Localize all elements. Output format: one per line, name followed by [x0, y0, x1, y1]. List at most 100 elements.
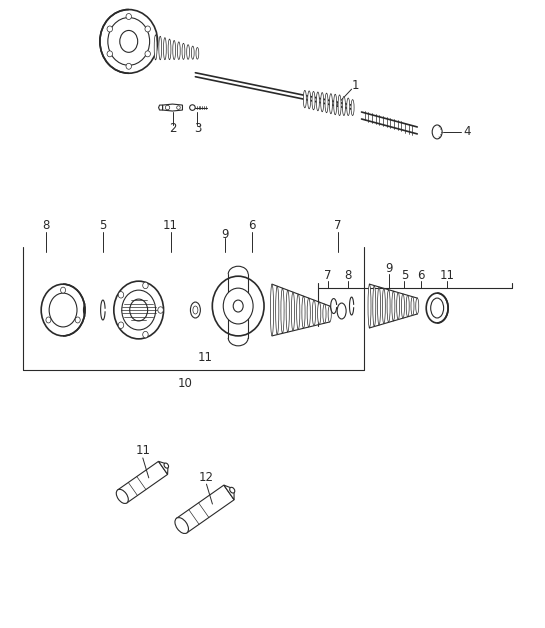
Ellipse shape: [351, 100, 354, 116]
Text: 11: 11: [163, 219, 178, 232]
Ellipse shape: [130, 299, 148, 321]
Text: 11: 11: [198, 351, 213, 364]
Text: 1: 1: [352, 78, 359, 92]
Ellipse shape: [312, 300, 316, 326]
Ellipse shape: [347, 98, 350, 116]
Ellipse shape: [164, 38, 166, 60]
Text: 8: 8: [344, 269, 352, 282]
Circle shape: [165, 106, 169, 110]
Ellipse shape: [145, 51, 150, 57]
Ellipse shape: [286, 290, 289, 332]
Ellipse shape: [308, 91, 311, 109]
Ellipse shape: [329, 94, 332, 114]
Ellipse shape: [392, 291, 395, 321]
Polygon shape: [224, 485, 234, 500]
Ellipse shape: [60, 287, 65, 293]
Ellipse shape: [406, 295, 409, 317]
Ellipse shape: [337, 303, 346, 319]
Text: 7: 7: [324, 269, 331, 282]
Ellipse shape: [432, 125, 442, 139]
Ellipse shape: [342, 97, 346, 116]
Ellipse shape: [182, 43, 185, 60]
Ellipse shape: [122, 290, 156, 330]
Ellipse shape: [368, 284, 371, 328]
Ellipse shape: [187, 45, 190, 59]
Text: 4: 4: [463, 126, 471, 138]
Ellipse shape: [318, 302, 321, 325]
Ellipse shape: [108, 18, 150, 65]
Text: 6: 6: [417, 269, 425, 282]
Ellipse shape: [383, 288, 385, 324]
Ellipse shape: [316, 92, 319, 111]
Text: 7: 7: [334, 219, 341, 232]
Ellipse shape: [373, 286, 376, 327]
Ellipse shape: [223, 288, 253, 324]
Ellipse shape: [143, 282, 148, 289]
Ellipse shape: [158, 307, 164, 313]
Ellipse shape: [100, 9, 158, 73]
Text: 11: 11: [135, 445, 150, 457]
Text: 5: 5: [401, 269, 408, 282]
Ellipse shape: [143, 332, 148, 338]
Ellipse shape: [175, 517, 189, 534]
Ellipse shape: [41, 284, 85, 336]
Ellipse shape: [276, 286, 279, 335]
Ellipse shape: [159, 36, 162, 60]
Ellipse shape: [320, 92, 324, 112]
Ellipse shape: [154, 35, 157, 60]
Polygon shape: [118, 462, 168, 503]
Ellipse shape: [145, 26, 150, 32]
Ellipse shape: [323, 304, 326, 323]
Ellipse shape: [75, 317, 80, 323]
Ellipse shape: [307, 298, 310, 327]
Ellipse shape: [196, 48, 199, 59]
Ellipse shape: [116, 489, 128, 504]
Ellipse shape: [378, 287, 380, 325]
Ellipse shape: [281, 288, 284, 333]
Ellipse shape: [387, 290, 390, 322]
Ellipse shape: [168, 39, 171, 60]
Polygon shape: [177, 485, 234, 533]
Circle shape: [190, 105, 195, 111]
Ellipse shape: [431, 298, 444, 318]
Text: 2: 2: [169, 122, 176, 136]
Text: 9: 9: [386, 262, 393, 274]
Ellipse shape: [193, 306, 198, 314]
Ellipse shape: [302, 296, 305, 328]
Ellipse shape: [118, 322, 124, 328]
Ellipse shape: [107, 51, 112, 57]
Ellipse shape: [191, 46, 194, 59]
Ellipse shape: [304, 90, 306, 108]
Ellipse shape: [49, 293, 77, 327]
Circle shape: [177, 106, 180, 109]
Polygon shape: [159, 105, 162, 110]
Ellipse shape: [190, 302, 201, 318]
Ellipse shape: [173, 40, 175, 60]
Text: 5: 5: [99, 219, 107, 232]
Text: 3: 3: [193, 122, 201, 136]
Ellipse shape: [292, 292, 295, 331]
Text: 12: 12: [199, 470, 214, 484]
Ellipse shape: [126, 63, 131, 69]
Ellipse shape: [233, 300, 243, 312]
Ellipse shape: [229, 487, 235, 493]
Ellipse shape: [118, 291, 124, 298]
Ellipse shape: [312, 92, 315, 110]
Ellipse shape: [213, 276, 264, 336]
Polygon shape: [159, 462, 168, 474]
Text: 11: 11: [440, 269, 455, 282]
Ellipse shape: [46, 317, 51, 323]
Ellipse shape: [411, 296, 414, 315]
Ellipse shape: [426, 293, 448, 323]
Ellipse shape: [107, 26, 112, 32]
Ellipse shape: [325, 93, 328, 113]
Ellipse shape: [397, 293, 399, 320]
Text: 10: 10: [178, 377, 193, 390]
Ellipse shape: [120, 30, 138, 52]
Ellipse shape: [416, 298, 419, 314]
Ellipse shape: [270, 284, 274, 336]
Text: 9: 9: [221, 228, 229, 241]
Text: 8: 8: [43, 219, 50, 232]
Text: 6: 6: [249, 219, 256, 232]
Ellipse shape: [402, 294, 404, 318]
